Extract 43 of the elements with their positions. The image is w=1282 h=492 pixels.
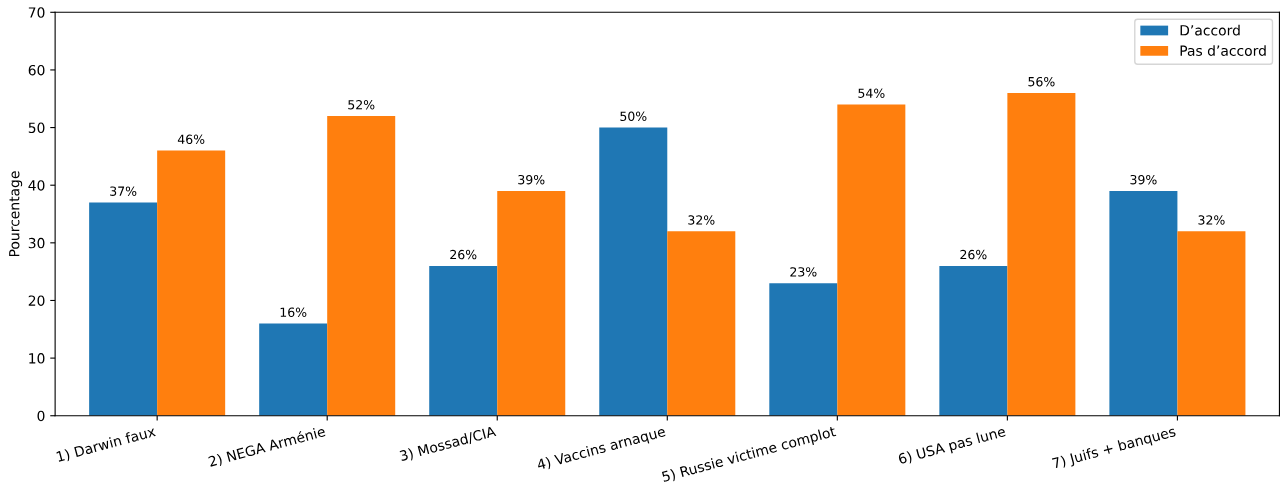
data-label: 23% <box>790 267 817 277</box>
bar <box>769 283 838 416</box>
x-tick-label: 6) USA pas lune <box>897 425 1007 467</box>
y-tick-label: 60 <box>28 64 45 76</box>
data-label: 26% <box>960 249 987 260</box>
bar <box>327 116 396 416</box>
data-label: 46% <box>177 134 205 145</box>
bar <box>497 190 566 416</box>
bar <box>157 150 226 416</box>
data-label: 37% <box>110 186 137 196</box>
data-label: 52% <box>348 100 375 110</box>
bar <box>837 104 906 416</box>
data-label: 39% <box>1130 174 1157 185</box>
bar <box>429 265 498 416</box>
y-tick-label: 10 <box>29 353 45 364</box>
legend-label: D’accord <box>1180 24 1240 36</box>
data-label: 56% <box>1028 76 1055 87</box>
bar <box>1007 92 1076 416</box>
bar <box>599 127 668 416</box>
data-label: 50% <box>620 111 647 121</box>
y-tick-label: 0 <box>37 410 45 422</box>
data-label: 32% <box>1198 215 1225 225</box>
y-tick-label: 70 <box>28 7 45 18</box>
data-label: 16% <box>280 307 307 317</box>
data-label: 32% <box>688 215 715 225</box>
bar <box>667 231 736 416</box>
x-tick-label: 7) Juifs + banques <box>1051 425 1177 472</box>
bar <box>89 202 158 416</box>
y-tick-label: 20 <box>28 295 45 306</box>
y-tick-label: 40 <box>28 180 45 191</box>
data-label: 54% <box>858 88 885 98</box>
bar <box>1109 190 1178 416</box>
bar <box>1177 231 1246 416</box>
bar <box>939 265 1008 416</box>
y-tick-label: 30 <box>28 237 45 249</box>
x-tick-label: 1) Darwin faux <box>56 425 157 464</box>
y-tick-label: 50 <box>28 122 45 134</box>
y-axis-title: Pourcentage <box>9 171 23 257</box>
data-label: 26% <box>450 249 477 260</box>
data-label: 39% <box>518 174 545 185</box>
bar <box>259 323 328 416</box>
legend-label: Pas d’accord <box>1180 45 1266 56</box>
x-tick-label: 2) NEGA Arménie <box>207 425 327 469</box>
